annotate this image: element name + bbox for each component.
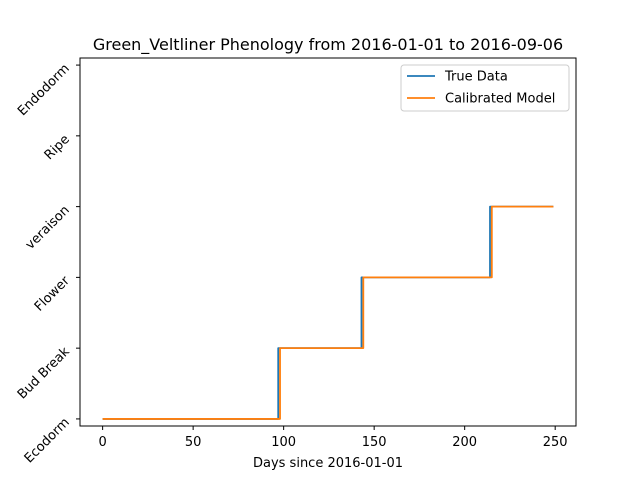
plot-frame xyxy=(79,57,577,427)
legend-label-true-data: True Data xyxy=(444,70,508,85)
legend-box xyxy=(400,64,570,112)
x-tick-label: 200 xyxy=(452,435,477,450)
x-tick-label: 100 xyxy=(271,435,296,450)
x-tick-label: 250 xyxy=(543,435,568,450)
series-layer xyxy=(102,205,554,420)
chart-title: Green_Veltliner Phenology from 2016-01-0… xyxy=(93,35,563,55)
legend-label-calibrated-model: Calibrated Model xyxy=(445,92,555,107)
x-tick-label: 0 xyxy=(98,435,106,450)
series-line-true-data xyxy=(102,205,554,420)
legend: True Data Calibrated Model xyxy=(400,64,570,112)
x-tick-label: 150 xyxy=(362,435,387,450)
x-tick-label: 50 xyxy=(185,435,202,450)
series-line-calibrated-model xyxy=(102,205,554,420)
x-axis-label: Days since 2016-01-01 xyxy=(253,456,403,471)
